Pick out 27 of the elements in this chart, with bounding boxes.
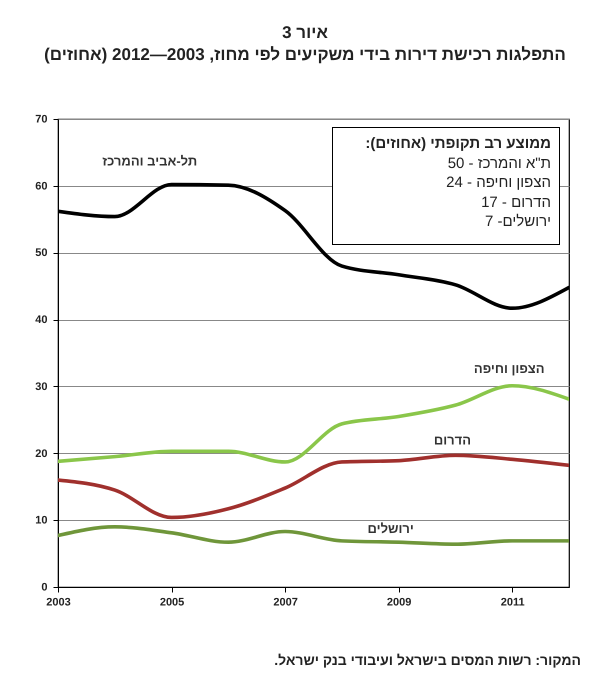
- annotation: ממוצע רב תקופתי (אחוזים):: [364, 134, 551, 154]
- annotation: ת"א והמרכז - 50: [446, 154, 551, 173]
- chart-title: איור 3: [281, 22, 329, 44]
- y-tick-label: 10: [35, 514, 48, 527]
- text: המקור: רשות המסים בישראל ועיבודי בנק ישראל.: [274, 652, 581, 668]
- y-tick-label: 30: [35, 380, 48, 393]
- x-tick-label: 2007: [273, 596, 298, 608]
- y-tick-label: 20: [35, 448, 48, 460]
- y-tick-label: 60: [35, 180, 48, 192]
- line-series: [58, 384, 569, 464]
- annotation: הצפון וחיפה - 24: [445, 173, 551, 192]
- line-series: [58, 453, 569, 520]
- series-label: הדרום: [434, 432, 472, 448]
- series-label: תל-אביב והמרכז: [102, 154, 198, 169]
- y-tick-label: 0: [41, 582, 48, 594]
- y-tick-label: 40: [35, 314, 48, 326]
- series-label: הצפון וחיפה: [474, 360, 545, 376]
- annotation: ירושלים- 7: [484, 212, 551, 232]
- y-tick-label: 50: [35, 247, 48, 260]
- x-tick-label: 2011: [500, 596, 525, 608]
- x-tick-label: 2009: [386, 596, 412, 608]
- series-label: ירושלים: [368, 521, 414, 536]
- x-tick-label: 2003: [46, 596, 71, 608]
- chart-subtitle: התפלגות רכישת דירות בידי משקיעים לפי מחוז, 2003—2012 (אחוזים): [43, 44, 567, 66]
- x-tick-label: 2005: [160, 596, 184, 608]
- annotation: הדרום - 17: [480, 192, 551, 212]
- y-tick-label: 70: [35, 114, 48, 126]
